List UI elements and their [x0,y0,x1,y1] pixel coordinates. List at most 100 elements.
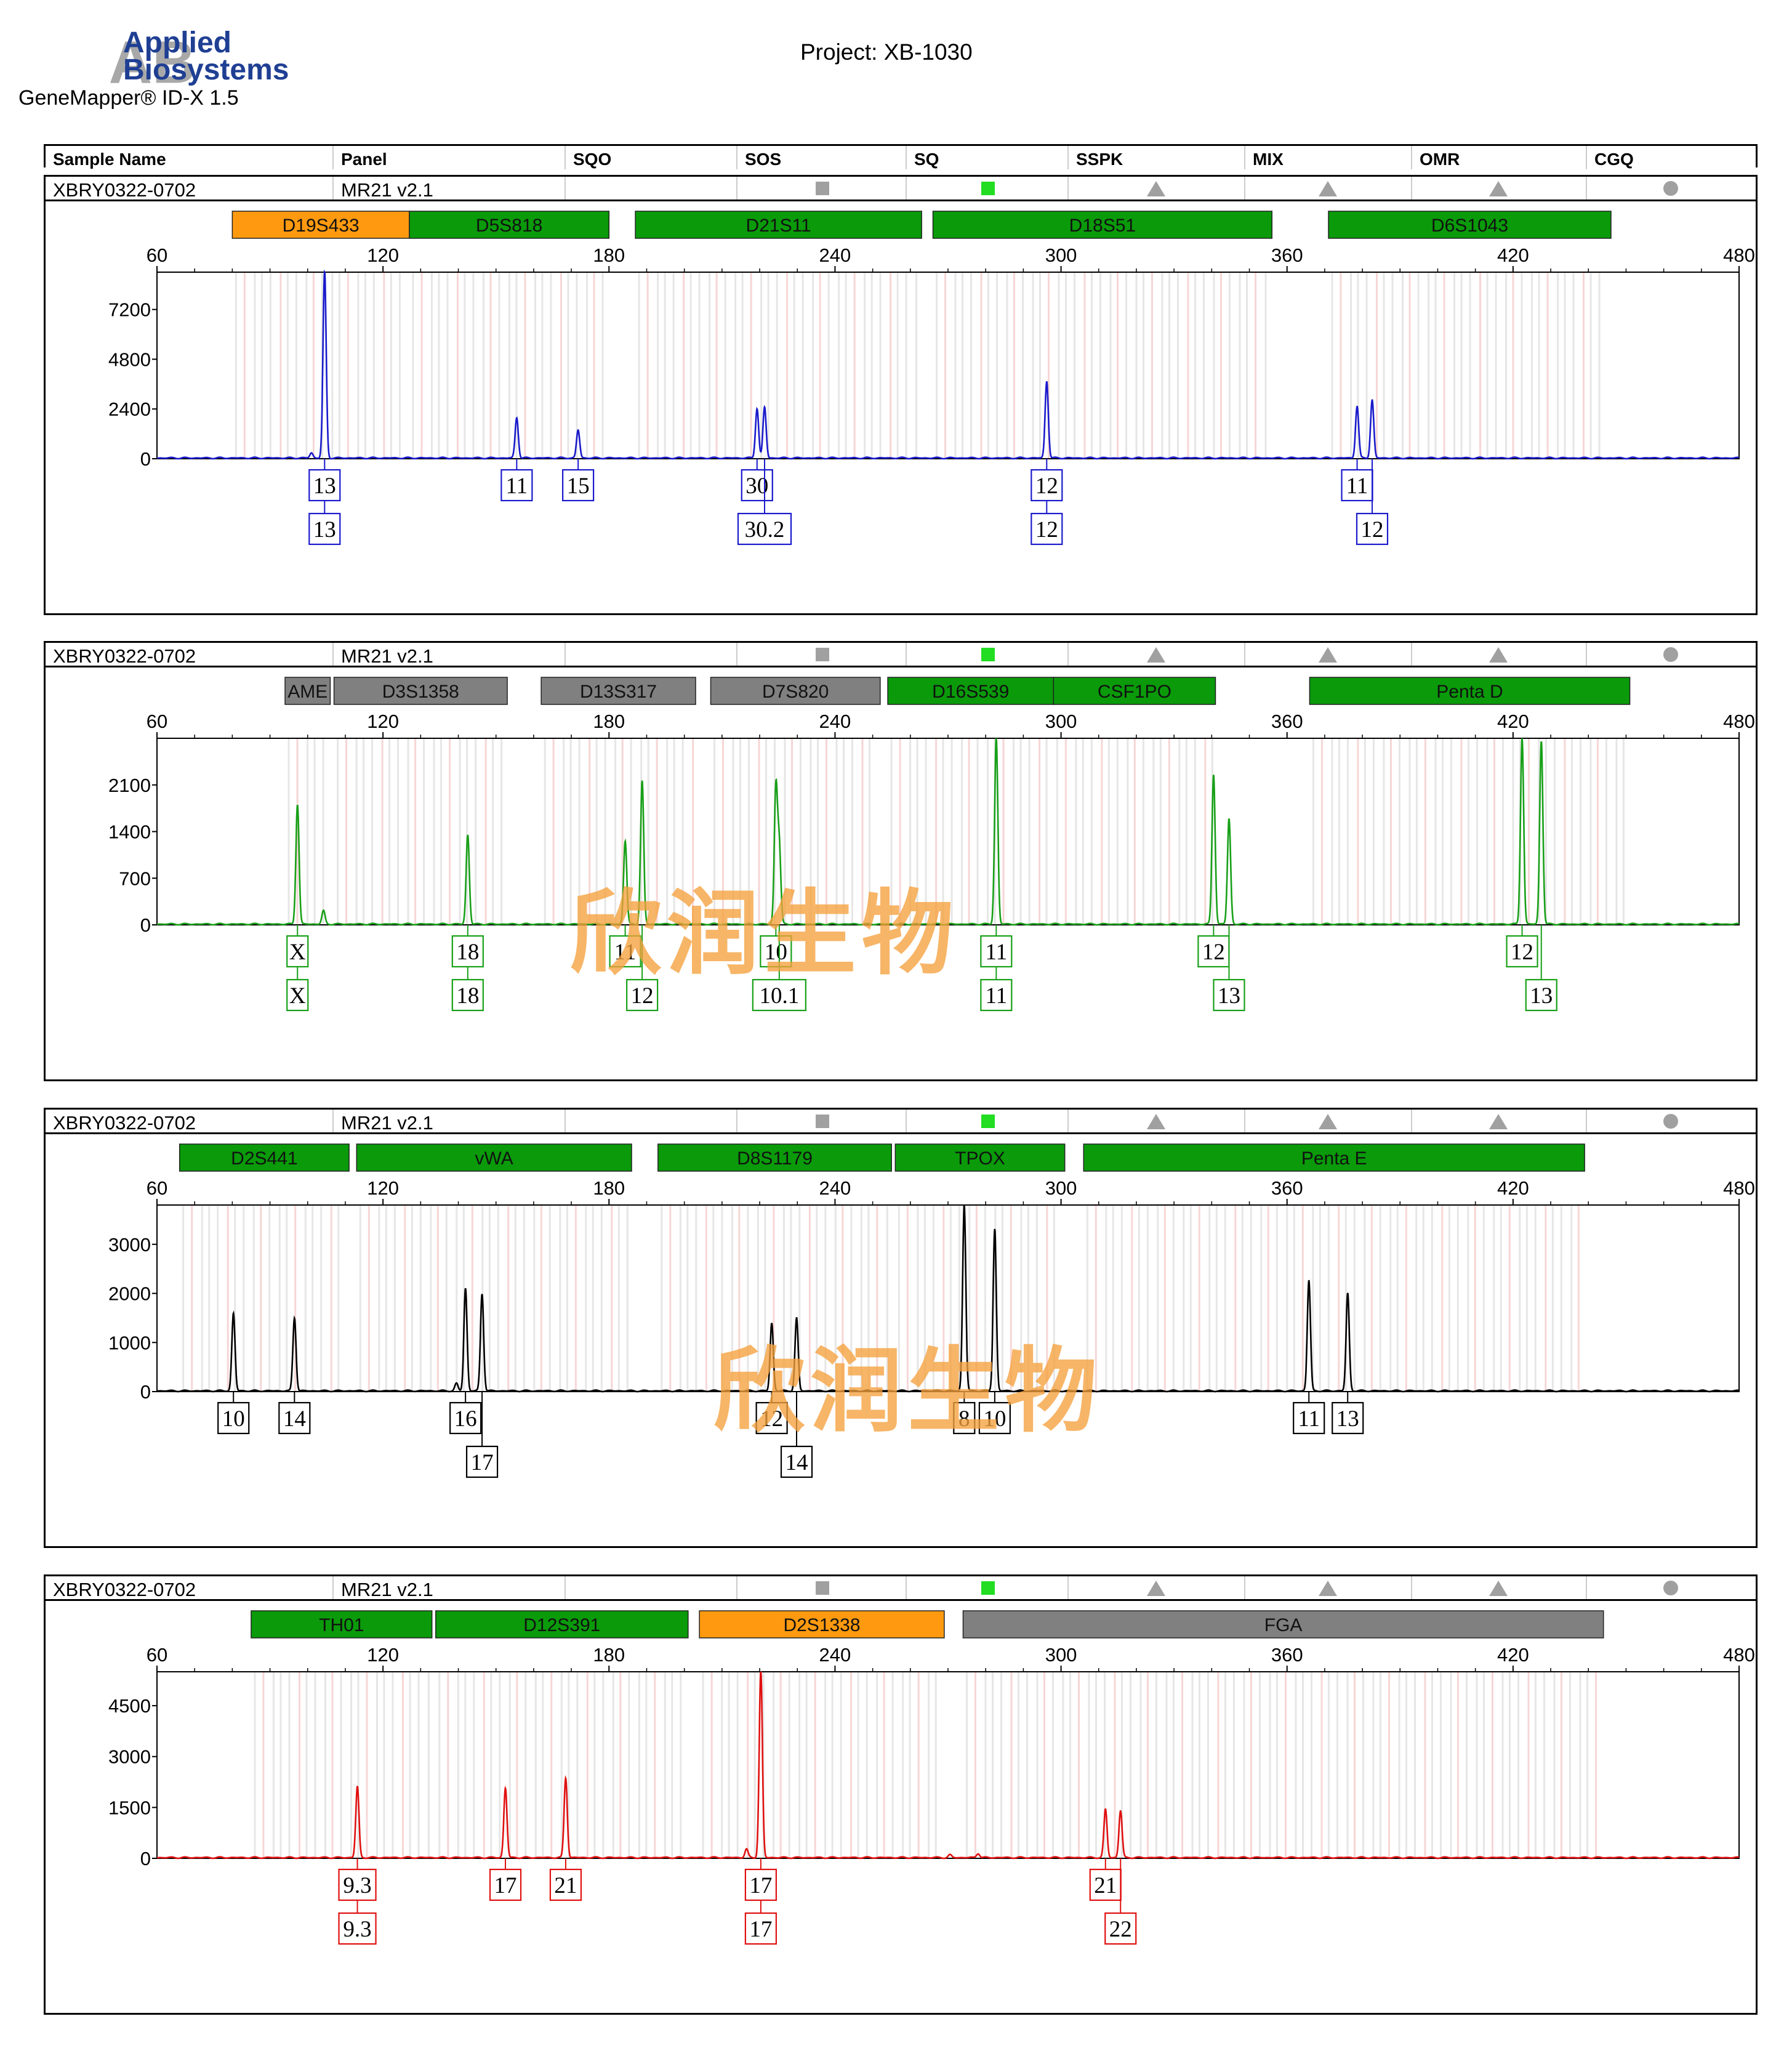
y-tick-label: 2400 [108,398,151,420]
logo-line2: Biosystems [123,54,289,86]
allele-call-label: 12 [760,1406,783,1432]
marker-bar-ame[interactable] [284,677,331,705]
column-header-panel[interactable]: Panel [332,146,565,169]
allele-call-label: 13 [313,517,336,542]
allele-call-box[interactable] [1213,978,1245,1012]
allele-call-label: 17 [749,1917,772,1942]
allele-call-box[interactable] [278,1401,311,1435]
triangle-quality-icon [1318,181,1337,196]
marker-bar-csf1po[interactable] [1053,677,1216,705]
column-header-mix[interactable]: MIX [1244,146,1411,169]
column-header-sqo[interactable]: SQO [565,146,736,169]
allele-call-box[interactable] [1341,469,1373,502]
allele-call-box[interactable] [1089,1868,1122,1901]
marker-bar-d12s391[interactable] [435,1610,689,1639]
marker-bar-d13s317[interactable] [540,677,696,705]
allele-call-box[interactable] [609,935,641,968]
column-header-sspk[interactable]: SSPK [1067,146,1244,169]
allele-call-label: 12 [631,983,654,1009]
x-tick-label: 180 [593,1177,625,1199]
x-tick-label: 360 [1271,1177,1303,1199]
allele-call-label: 12 [1035,517,1058,542]
marker-bar-penta-e[interactable] [1083,1143,1585,1172]
allele-call-box[interactable] [286,978,309,1012]
allele-call-label: 9.3 [343,1917,371,1942]
quality-cell [565,177,736,200]
column-header-omr[interactable]: OMR [1411,146,1586,169]
allele-call-box[interactable] [1293,1401,1325,1435]
x-tick-label: 360 [1271,1644,1303,1666]
allele-call-label: 18 [456,983,479,1009]
marker-bar-fga[interactable] [962,1610,1604,1639]
column-header-sample-name[interactable]: Sample Name [53,150,166,169]
square-gray-quality-icon [815,182,829,195]
x-tick-label: 60 [147,1177,167,1199]
allele-call-box[interactable] [744,1868,777,1901]
x-tick-label: 420 [1497,244,1529,266]
allele-call-box[interactable] [980,978,1013,1012]
allele-call-box[interactable] [1332,1401,1364,1435]
column-header-cgq[interactable]: CGQ [1586,146,1756,169]
allele-call-box[interactable] [465,1445,499,1478]
allele-call-box[interactable] [737,512,792,546]
marker-bar-d2s441[interactable] [179,1143,350,1172]
allele-call-label: 10 [765,940,787,965]
project-title: Project: XB-1030 [800,39,973,65]
allele-call-box[interactable] [562,469,595,502]
allele-call-box[interactable] [500,469,533,502]
allele-call-box[interactable] [449,1401,482,1435]
allele-call-box[interactable] [217,1401,250,1435]
sample-row[interactable]: XBRY0322-0702 MR21 v2.1 [46,177,1756,201]
y-tick-label: 1500 [108,1797,151,1818]
marker-bar-th01[interactable] [251,1610,433,1639]
column-header-sos[interactable]: SOS [736,146,906,169]
allele-call-label: 13 [1218,983,1240,1009]
y-tick-label: 2000 [108,1283,151,1305]
marker-bar-d21s11[interactable] [635,211,922,239]
marker-label: D21S11 [746,216,811,236]
square-green-quality-icon [981,1115,995,1128]
marker-bar-vwa[interactable] [356,1143,632,1172]
square-green-quality-icon [981,648,995,661]
x-tick-label: 360 [1271,711,1303,732]
quality-cell [906,177,1067,200]
allele-call-box[interactable] [741,469,773,502]
marker-bar-d18s51[interactable] [932,211,1272,239]
allele-call-box[interactable] [1104,1912,1137,1945]
allele-call-label: 11 [986,940,1008,965]
allele-call-box[interactable] [953,1401,976,1435]
allele-call-label: 11 [506,474,528,499]
marker-label: D6S1043 [1431,216,1508,236]
allele-call-box[interactable] [744,1912,777,1945]
allele-call-box[interactable] [489,1868,522,1901]
column-header-sq[interactable]: SQ [906,146,1067,169]
quality-cell [1244,177,1411,200]
allele-call-box[interactable] [752,978,806,1012]
marker-label: D19S433 [283,216,360,236]
allele-call-box[interactable] [760,935,792,968]
sample-row[interactable]: XBRY0322-0702 MR21 v2.1 [46,1110,1756,1134]
allele-call-box[interactable] [1197,935,1230,968]
marker-bar-d3s1358[interactable] [333,677,508,705]
triangle-quality-icon [1146,1581,1165,1596]
sample-row[interactable]: XBRY0322-0702 MR21 v2.1 [46,643,1756,667]
marker-bar-d7s820[interactable] [710,677,881,705]
square-green-quality-icon [981,182,995,195]
marker-bar-d5s818[interactable] [409,211,610,239]
marker-bar-d19s433[interactable] [231,211,410,239]
marker-bar-d16s539[interactable] [887,677,1055,705]
marker-bar-d8s1179[interactable] [657,1143,892,1172]
allele-call-box[interactable] [451,978,484,1012]
marker-bar-penta-d[interactable] [1309,677,1631,705]
x-tick-label: 60 [147,1644,167,1666]
sample-row[interactable]: XBRY0322-0702 MR21 v2.1 [46,1576,1756,1601]
allele-call-box[interactable] [338,1912,377,1945]
allele-call-box[interactable] [780,1445,813,1478]
allele-call-box[interactable] [549,1868,582,1901]
allele-call-label: 14 [786,1450,808,1475]
marker-bar-d6s1043[interactable] [1328,211,1612,239]
y-tick-label: 1000 [108,1332,151,1353]
marker-bar-d2s1338[interactable] [699,1610,945,1639]
x-tick-label: 240 [819,244,851,266]
marker-bar-tpox[interactable] [894,1143,1066,1172]
